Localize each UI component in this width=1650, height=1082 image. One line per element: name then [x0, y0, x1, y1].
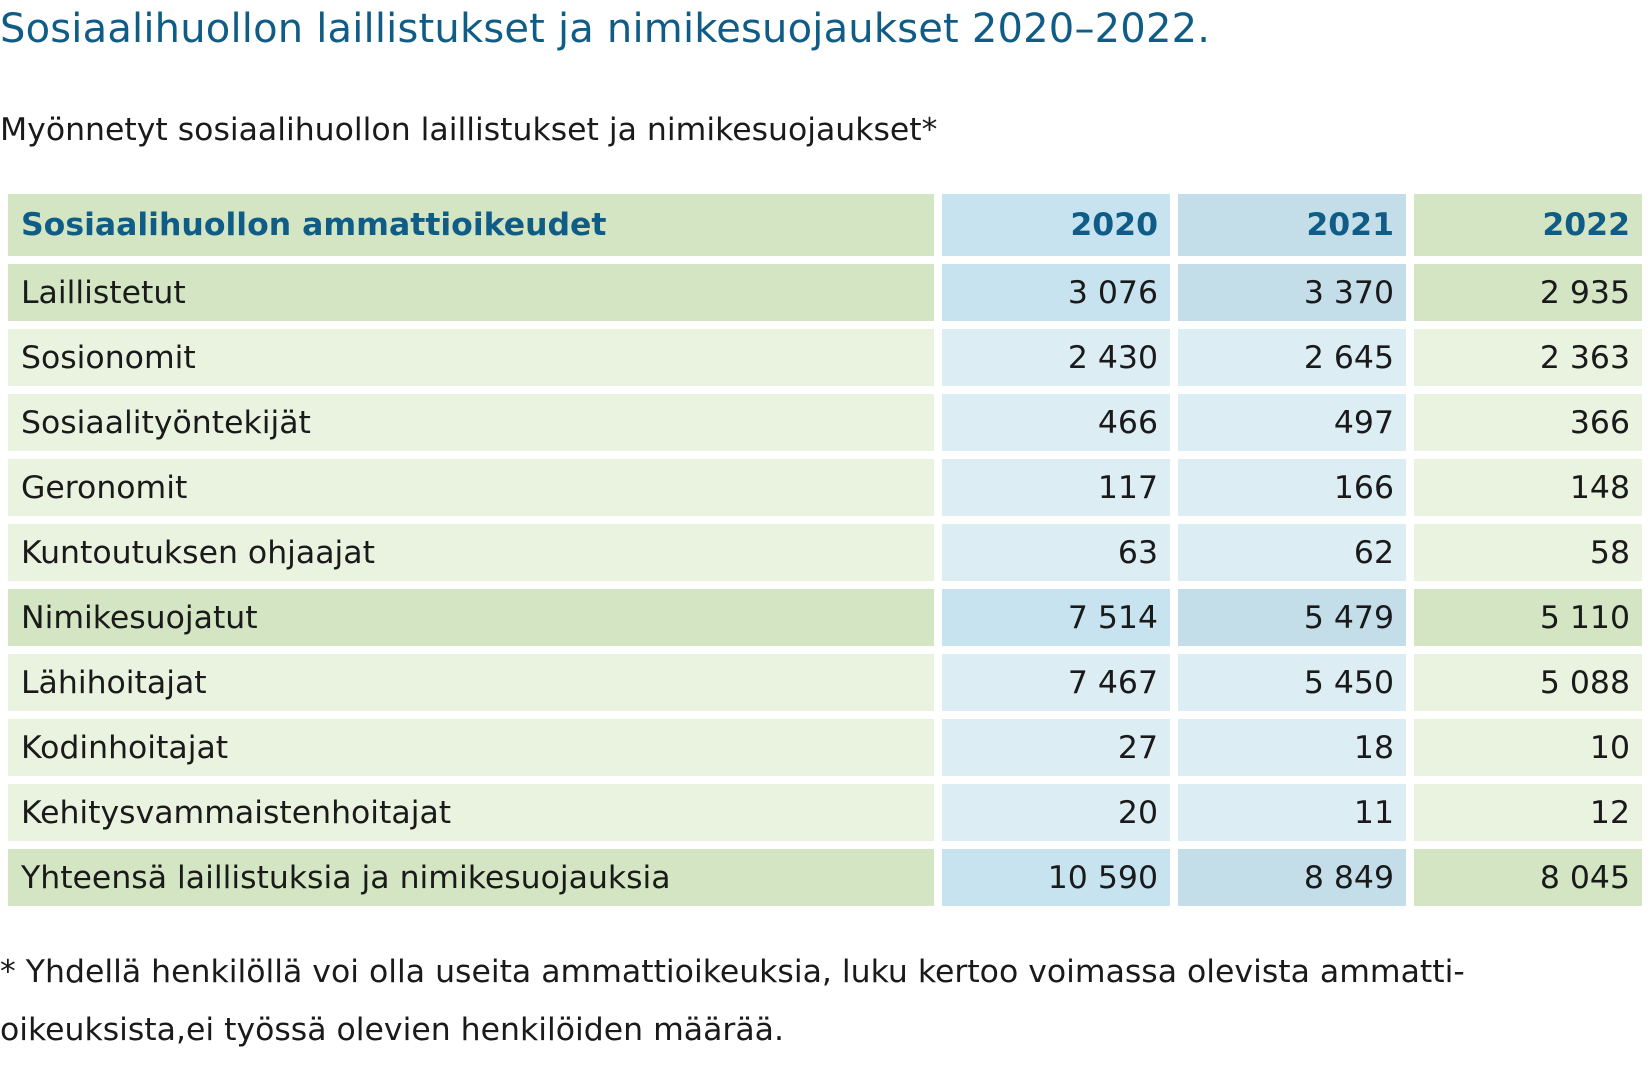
value-2021: 62 — [1178, 524, 1406, 581]
value-2022: 10 — [1414, 719, 1642, 776]
row-label: Lähihoitajat — [8, 654, 934, 711]
value-2021: 166 — [1178, 459, 1406, 516]
row-label: Kodinhoitajat — [8, 719, 934, 776]
row-label: Yhteensä laillistuksia ja nimikesuojauks… — [8, 849, 934, 906]
row-label: Geronomit — [8, 459, 934, 516]
row-label: Sosiaalityöntekijät — [8, 394, 934, 451]
value-2021: 2 645 — [1178, 329, 1406, 386]
permits-table: Sosiaalihuollon ammattioikeudet 2020 202… — [8, 194, 1642, 906]
value-2022: 2 363 — [1414, 329, 1642, 386]
value-2021: 8 849 — [1178, 849, 1406, 906]
header-category: Sosiaalihuollon ammattioikeudet — [8, 194, 934, 256]
row-label: Sosionomit — [8, 329, 934, 386]
value-2020: 20 — [942, 784, 1170, 841]
value-2020: 7 514 — [942, 589, 1170, 646]
value-2021: 5 450 — [1178, 654, 1406, 711]
value-2022: 2 935 — [1414, 264, 1642, 321]
header-year-2020: 2020 — [942, 194, 1170, 256]
page-title: Sosiaalihuollon laillistukset ja nimikes… — [0, 6, 1211, 52]
header-year-2021: 2021 — [1178, 194, 1406, 256]
value-2022: 58 — [1414, 524, 1642, 581]
header-year-2022: 2022 — [1414, 194, 1642, 256]
value-2022: 12 — [1414, 784, 1642, 841]
value-2020: 27 — [942, 719, 1170, 776]
value-2020: 2 430 — [942, 329, 1170, 386]
value-2020: 10 590 — [942, 849, 1170, 906]
value-2022: 5 088 — [1414, 654, 1642, 711]
table-caption: Myönnetyt sosiaalihuollon laillistukset … — [0, 112, 938, 148]
footnote-line: oikeuksista,ei työssä olevien henkilöide… — [0, 1012, 784, 1048]
row-label: Kehitysvammaistenhoitajat — [8, 784, 934, 841]
value-2022: 148 — [1414, 459, 1642, 516]
value-2020: 63 — [942, 524, 1170, 581]
footnote-line: * Yhdellä henkilöllä voi olla useita amm… — [0, 954, 1465, 990]
value-2021: 18 — [1178, 719, 1406, 776]
row-label: Laillistetut — [8, 264, 934, 321]
value-2022: 5 110 — [1414, 589, 1642, 646]
value-2021: 11 — [1178, 784, 1406, 841]
footnote: * Yhdellä henkilöllä voi olla useita amm… — [0, 943, 1640, 1059]
value-2021: 5 479 — [1178, 589, 1406, 646]
value-2020: 466 — [942, 394, 1170, 451]
row-label: Kuntoutuksen ohjaajat — [8, 524, 934, 581]
value-2020: 3 076 — [942, 264, 1170, 321]
value-2021: 497 — [1178, 394, 1406, 451]
row-label: Nimikesuojatut — [8, 589, 934, 646]
value-2021: 3 370 — [1178, 264, 1406, 321]
value-2022: 366 — [1414, 394, 1642, 451]
value-2020: 117 — [942, 459, 1170, 516]
value-2022: 8 045 — [1414, 849, 1642, 906]
value-2020: 7 467 — [942, 654, 1170, 711]
